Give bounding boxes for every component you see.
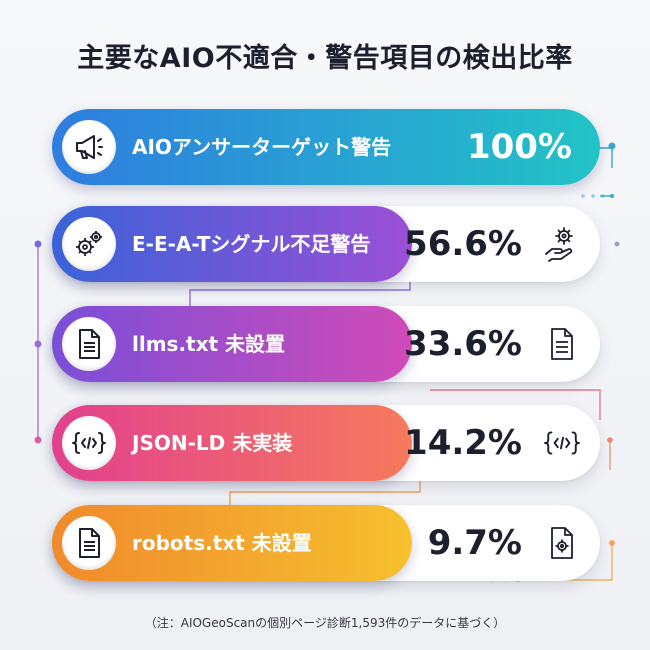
gears-icon — [62, 217, 116, 271]
document-icon — [62, 516, 116, 570]
bar-aio-answer — [52, 109, 600, 185]
bar-row-aio-answer: AIOアンサーターゲット警告 100% — [52, 109, 600, 185]
bar-row-eeat: E-E-A-Tシグナル不足警告 56.6% — [52, 206, 600, 282]
document-icon — [542, 324, 582, 364]
footnote: （注：AIOGeoScanの個別ページ診断1,593件のデータに基づく） — [144, 616, 506, 630]
bar-value-label: 14.2% — [404, 423, 522, 463]
bar-value-label: 100% — [466, 127, 572, 167]
code-icon — [542, 423, 582, 463]
bar-label: llms.txt 未設置 — [132, 332, 286, 356]
bar-label: robots.txt 未設置 — [132, 531, 312, 555]
bar-value-label: 56.6% — [404, 224, 522, 264]
bar-label: E-E-A-Tシグナル不足警告 — [132, 232, 371, 256]
hand-gear-icon — [542, 224, 582, 264]
bar-row-robots: robots.txt 未設置 9.7% — [52, 505, 600, 581]
bar-label: AIOアンサーターゲット警告 — [132, 135, 392, 159]
bar-value-label: 9.7% — [427, 523, 522, 563]
code-icon — [62, 416, 116, 470]
chart-title: 主要なAIO不適合・警告項目の検出比率 — [77, 43, 573, 74]
bar-row-jsonld: JSON-LD 未実装 14.2% — [52, 405, 600, 481]
bar-row-llms: llms.txt 未設置 33.6% — [52, 306, 600, 382]
megaphone-icon — [62, 120, 116, 174]
bar-value-label: 33.6% — [404, 324, 522, 364]
document-gear-icon — [542, 523, 582, 563]
document-icon — [62, 317, 116, 371]
bar-label: JSON-LD 未実装 — [132, 431, 293, 455]
